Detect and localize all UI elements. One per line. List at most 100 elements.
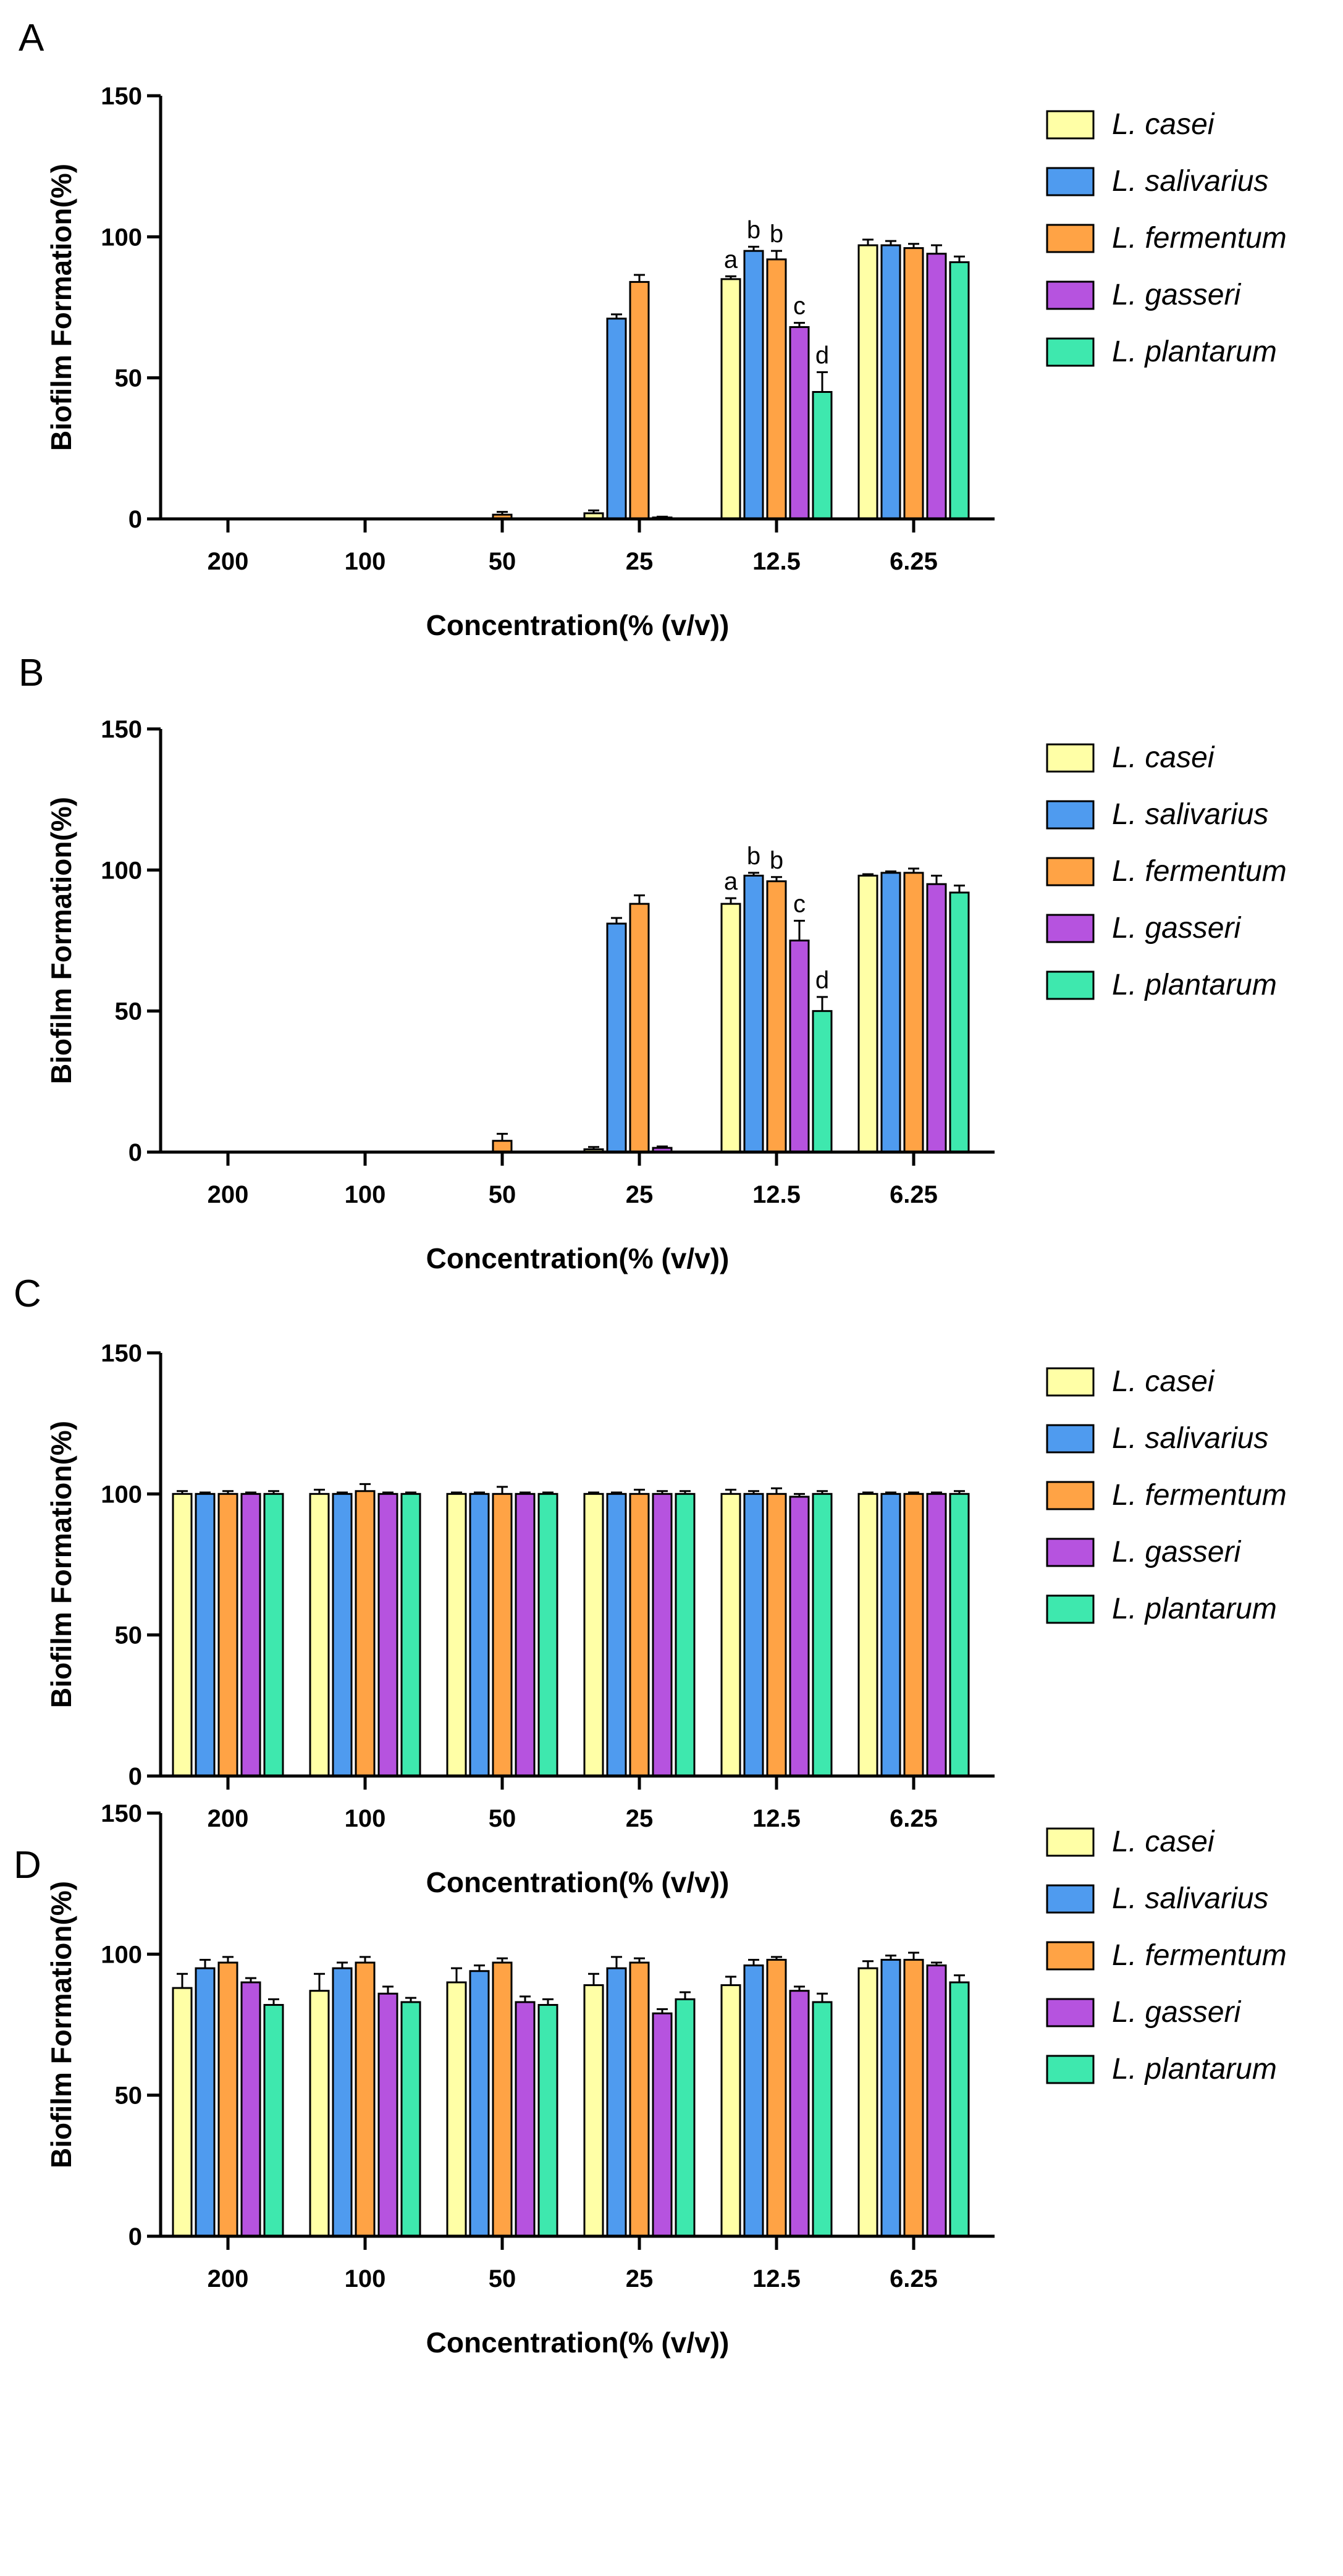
y-tick-label: 100	[101, 1481, 142, 1508]
bar	[857, 874, 878, 1153]
bar	[309, 1990, 330, 2237]
bar	[377, 1492, 398, 1777]
y-tick-label: 50	[115, 2082, 143, 2110]
bar	[492, 1140, 513, 1153]
x-tick-label: 200	[208, 1805, 249, 1832]
bar	[195, 1967, 216, 2237]
bar	[720, 903, 741, 1153]
bar	[720, 1984, 741, 2237]
x-tick-label: 25	[626, 2265, 654, 2292]
x-tick-label: 12.5	[752, 548, 801, 575]
bar	[515, 2001, 536, 2237]
x-axis-title: Concentration(% (v/v))	[426, 2326, 730, 2359]
bar	[926, 1964, 947, 2237]
y-tick-label: 150	[101, 716, 142, 743]
bar	[926, 1492, 947, 1777]
legend-swatch	[1046, 110, 1095, 140]
x-tick-label: 100	[345, 1181, 386, 1208]
legend-label: L. salivarius	[1112, 798, 1268, 831]
legend-label: L. salivarius	[1112, 1422, 1268, 1455]
panel-letter: B	[19, 652, 44, 694]
panel-letter: D	[14, 1844, 41, 1887]
legend-swatch	[1046, 914, 1095, 943]
legend-swatch	[1046, 1998, 1095, 2027]
bar	[812, 1010, 833, 1153]
bar	[857, 1492, 878, 1777]
legend-swatch	[1046, 224, 1095, 253]
significance-label: b	[770, 221, 783, 248]
bar	[675, 1492, 696, 1777]
x-tick-label: 100	[345, 2265, 386, 2292]
y-tick-label: 100	[101, 1941, 142, 1968]
legend-label: L. fermentum	[1112, 222, 1287, 255]
bar	[812, 2001, 833, 2237]
x-tick-label: 12.5	[752, 1805, 801, 1832]
legend-swatch	[1046, 1367, 1095, 1397]
significance-label: b	[747, 216, 760, 243]
x-axis-title: Concentration(% (v/v))	[426, 1866, 730, 1898]
panel-letter: C	[14, 1273, 41, 1315]
y-tick-label: 0	[128, 1763, 142, 1790]
bar	[629, 1492, 650, 1777]
legend-swatch	[1046, 800, 1095, 830]
bar	[629, 903, 650, 1153]
legend-label: L. salivarius	[1112, 165, 1268, 198]
legend-swatch	[1046, 280, 1095, 310]
bar	[446, 1492, 467, 1777]
significance-label: c	[793, 891, 806, 918]
bar	[217, 1961, 238, 2237]
legend-swatch	[1046, 1481, 1095, 1510]
bar	[880, 244, 901, 520]
bar	[789, 1990, 810, 2237]
significance-label: d	[815, 967, 829, 994]
bar	[515, 1492, 536, 1777]
y-tick-label: 100	[101, 224, 142, 251]
legend-label: L. plantarum	[1112, 1593, 1277, 1625]
bar	[240, 1981, 261, 2237]
legend-swatch	[1046, 167, 1095, 196]
legend-label: L. casei	[1112, 1825, 1215, 1858]
bar	[949, 261, 970, 520]
bar	[880, 1492, 901, 1777]
bar	[263, 2004, 284, 2237]
panel-letter: A	[19, 17, 44, 59]
legend-swatch	[1046, 1538, 1095, 1567]
bar	[583, 1984, 604, 2237]
y-axis-title: Biofilm Formation(%)	[45, 1421, 77, 1708]
y-tick-label: 50	[115, 998, 143, 1025]
y-tick-label: 0	[128, 1139, 142, 1166]
bar	[812, 391, 833, 520]
legend-label: L. gasseri	[1112, 279, 1241, 311]
legend-label: L. fermentum	[1112, 1939, 1287, 1972]
bar	[743, 874, 764, 1153]
legend-label: L. fermentum	[1112, 855, 1287, 888]
x-tick-label: 6.25	[890, 1181, 938, 1208]
bar	[172, 1492, 193, 1777]
x-tick-label: 12.5	[752, 2265, 801, 2292]
significance-label: c	[793, 293, 806, 320]
bar	[332, 1492, 353, 1777]
legend-swatch	[1046, 857, 1095, 886]
legend-swatch	[1046, 1827, 1095, 1857]
significance-label: a	[724, 246, 738, 273]
x-tick-label: 6.25	[890, 1805, 938, 1832]
bar	[172, 1987, 193, 2237]
significance-label: d	[815, 342, 829, 369]
bar	[720, 278, 741, 520]
legend-label: L. casei	[1112, 741, 1215, 774]
bar	[812, 1492, 833, 1777]
bar	[766, 880, 787, 1153]
legend-label: L. casei	[1112, 1365, 1215, 1398]
y-axis-title: Biofilm Formation(%)	[45, 797, 77, 1084]
bar	[400, 2001, 421, 2237]
bar	[400, 1492, 421, 1777]
bar	[652, 2012, 673, 2237]
bar	[537, 1492, 558, 1777]
x-tick-label: 6.25	[890, 2265, 938, 2292]
x-axis-title: Concentration(% (v/v))	[426, 609, 730, 641]
legend-label: L. plantarum	[1112, 2053, 1277, 2086]
x-tick-label: 50	[489, 1181, 516, 1208]
x-tick-label: 200	[208, 548, 249, 575]
